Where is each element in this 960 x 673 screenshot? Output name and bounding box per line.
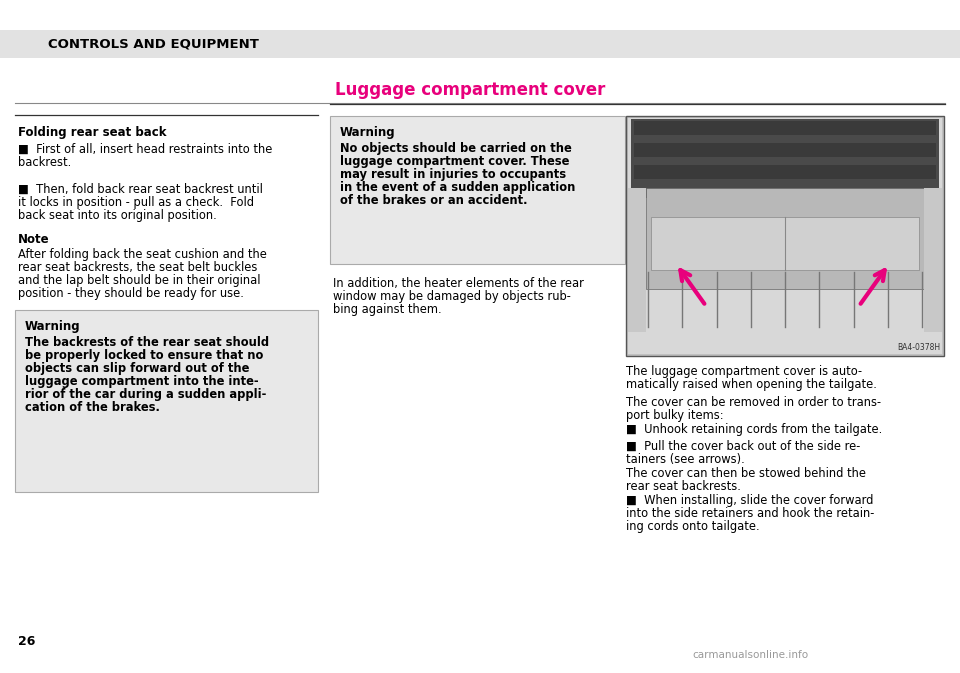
Text: back seat into its original position.: back seat into its original position. — [18, 209, 217, 222]
Text: After folding back the seat cushion and the: After folding back the seat cushion and … — [18, 248, 267, 261]
Text: The cover can then be stowed behind the: The cover can then be stowed behind the — [626, 467, 866, 480]
Text: rear seat backrests.: rear seat backrests. — [626, 480, 741, 493]
Text: backrest.: backrest. — [18, 156, 71, 169]
Text: cation of the brakes.: cation of the brakes. — [25, 401, 160, 414]
Text: in the event of a sudden application: in the event of a sudden application — [340, 181, 575, 194]
Text: objects can slip forward out of the: objects can slip forward out of the — [25, 362, 250, 375]
Text: carmanualsonline.info: carmanualsonline.info — [692, 650, 808, 660]
Text: No objects should be carried on the: No objects should be carried on the — [340, 142, 572, 155]
Text: ■  Unhook retaining cords from the tailgate.: ■ Unhook retaining cords from the tailga… — [626, 423, 882, 436]
Bar — [628, 118, 942, 354]
Text: may result in injuries to occupants: may result in injuries to occupants — [340, 168, 566, 181]
Text: ■  First of all, insert head restraints into the: ■ First of all, insert head restraints i… — [18, 143, 273, 156]
Text: rior of the car during a sudden appli-: rior of the car during a sudden appli- — [25, 388, 266, 401]
Bar — [330, 116, 625, 264]
Text: window may be damaged by objects rub-: window may be damaged by objects rub- — [333, 290, 571, 303]
Text: The cover can be removed in order to trans-: The cover can be removed in order to tra… — [626, 396, 881, 409]
Text: Warning: Warning — [340, 126, 396, 139]
Text: Note: Note — [18, 233, 50, 246]
Text: luggage compartment into the inte-: luggage compartment into the inte- — [25, 375, 258, 388]
Text: position - they should be ready for use.: position - they should be ready for use. — [18, 287, 244, 300]
Bar — [646, 188, 924, 289]
Bar — [0, 30, 960, 58]
Text: In addition, the heater elements of the rear: In addition, the heater elements of the … — [333, 277, 584, 290]
Text: ■  Then, fold back rear seat backrest until: ■ Then, fold back rear seat backrest unt… — [18, 183, 263, 196]
Text: matically raised when opening the tailgate.: matically raised when opening the tailga… — [626, 378, 876, 391]
Text: be properly locked to ensure that no: be properly locked to ensure that no — [25, 349, 263, 362]
Text: port bulky items:: port bulky items: — [626, 409, 724, 422]
Text: ing cords onto tailgate.: ing cords onto tailgate. — [626, 520, 759, 533]
Text: tainers (see arrows).: tainers (see arrows). — [626, 453, 745, 466]
Bar — [924, 188, 942, 332]
Bar — [651, 217, 919, 270]
Bar — [15, 310, 318, 492]
Text: Warning: Warning — [25, 320, 81, 333]
Text: BA4-0378H: BA4-0378H — [897, 343, 940, 352]
Text: Luggage compartment cover: Luggage compartment cover — [335, 81, 606, 99]
Text: luggage compartment cover. These: luggage compartment cover. These — [340, 155, 569, 168]
Text: ■  When installing, slide the cover forward: ■ When installing, slide the cover forwa… — [626, 494, 874, 507]
Text: rear seat backrests, the seat belt buckles: rear seat backrests, the seat belt buckl… — [18, 261, 257, 274]
Bar — [634, 165, 936, 179]
Bar — [634, 143, 936, 157]
Bar — [634, 121, 936, 135]
Text: into the side retainers and hook the retain-: into the side retainers and hook the ret… — [626, 507, 875, 520]
Text: of the brakes or an accident.: of the brakes or an accident. — [340, 194, 527, 207]
Bar — [631, 119, 939, 199]
Bar — [628, 188, 646, 332]
Text: Folding rear seat back: Folding rear seat back — [18, 126, 166, 139]
Text: 26: 26 — [18, 635, 36, 648]
Text: The luggage compartment cover is auto-: The luggage compartment cover is auto- — [626, 365, 862, 378]
Text: The backrests of the rear seat should: The backrests of the rear seat should — [25, 336, 269, 349]
Text: CONTROLS AND EQUIPMENT: CONTROLS AND EQUIPMENT — [48, 38, 259, 50]
Bar — [626, 116, 944, 356]
Text: ■  Pull the cover back out of the side re-: ■ Pull the cover back out of the side re… — [626, 440, 860, 453]
Text: it locks in position - pull as a check.  Fold: it locks in position - pull as a check. … — [18, 196, 254, 209]
Text: bing against them.: bing against them. — [333, 303, 442, 316]
Text: and the lap belt should be in their original: and the lap belt should be in their orig… — [18, 274, 260, 287]
